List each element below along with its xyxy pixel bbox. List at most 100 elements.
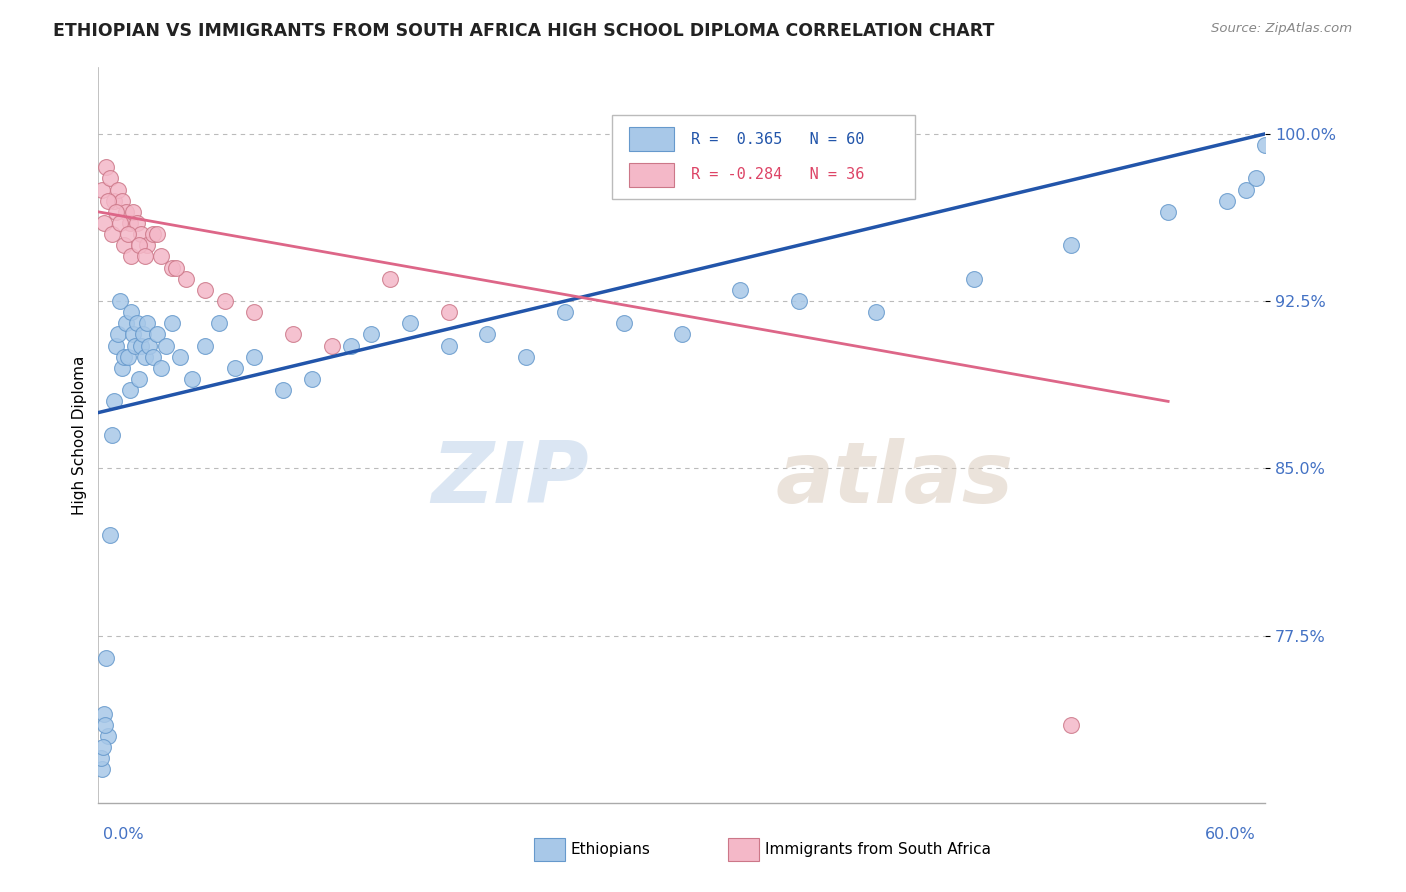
Point [127, 316, 149, 330]
Point [612, 316, 634, 330]
Point [91, 182, 114, 196]
Point [127, 216, 149, 230]
Text: 0.0%: 0.0% [103, 827, 143, 841]
Point [108, 216, 131, 230]
Point [103, 394, 125, 409]
Point [194, 338, 217, 352]
Y-axis label: High School Diploma: High School Diploma [72, 355, 87, 515]
Point [134, 249, 156, 263]
Text: ETHIOPIAN VS IMMIGRANTS FROM SOUTH AFRICA HIGH SCHOOL DIPLOMA CORRELATION CHART: ETHIOPIAN VS IMMIGRANTS FROM SOUTH AFRIC… [53, 22, 995, 40]
Point [111, 360, 134, 375]
Point [101, 227, 124, 241]
Point [96, 160, 118, 174]
Text: ZIP: ZIP [430, 437, 589, 521]
Point [124, 338, 146, 352]
Point [136, 238, 159, 252]
Point [214, 293, 236, 308]
Point [146, 327, 169, 342]
Point [118, 383, 141, 397]
Point [149, 360, 172, 375]
Point [107, 327, 129, 342]
Point [101, 427, 124, 442]
Point [103, 194, 125, 208]
Point [155, 338, 177, 352]
Point [93, 216, 115, 230]
Point [321, 338, 343, 352]
Point [162, 260, 184, 275]
Text: R =  0.365   N = 60: R = 0.365 N = 60 [692, 132, 865, 147]
Point [671, 327, 693, 342]
Point [118, 216, 141, 230]
Point [146, 227, 169, 241]
Point [117, 227, 139, 241]
Point [114, 204, 136, 219]
Point [1254, 137, 1277, 152]
Point [104, 204, 127, 219]
Point [437, 305, 460, 319]
Point [1060, 717, 1083, 731]
Bar [630, 163, 673, 186]
Point [477, 327, 499, 342]
Point [515, 350, 537, 364]
Point [98, 528, 121, 542]
Point [128, 372, 150, 386]
Point [121, 305, 143, 319]
Point [132, 327, 155, 342]
Point [360, 327, 382, 342]
Point [136, 316, 159, 330]
Point [398, 316, 420, 330]
Point [142, 227, 165, 241]
Point [165, 260, 187, 275]
Point [730, 283, 752, 297]
Point [169, 350, 191, 364]
Point [1215, 194, 1237, 208]
Text: Source: ZipAtlas.com: Source: ZipAtlas.com [1212, 22, 1353, 36]
Point [128, 238, 150, 252]
Point [98, 171, 121, 186]
Point [107, 182, 129, 196]
Text: Immigrants from South Africa: Immigrants from South Africa [765, 842, 991, 856]
Point [380, 271, 402, 285]
Point [91, 762, 114, 776]
FancyBboxPatch shape [612, 115, 915, 200]
Point [122, 204, 145, 219]
Point [437, 338, 460, 352]
Point [208, 316, 231, 330]
Point [129, 227, 152, 241]
Point [117, 350, 139, 364]
Point [94, 717, 117, 731]
Point [174, 271, 197, 285]
Point [865, 305, 887, 319]
Point [114, 316, 136, 330]
Point [129, 338, 152, 352]
Point [91, 739, 114, 754]
Point [97, 729, 120, 743]
Point [111, 194, 134, 208]
Text: Ethiopians: Ethiopians [571, 842, 651, 856]
Point [224, 360, 246, 375]
Point [149, 249, 172, 263]
Text: atlas: atlas [775, 437, 1014, 521]
Bar [630, 128, 673, 151]
Point [554, 305, 576, 319]
Point [97, 194, 120, 208]
Point [340, 338, 363, 352]
Point [90, 751, 112, 765]
Point [1244, 171, 1267, 186]
Point [96, 650, 118, 665]
Point [93, 706, 115, 721]
Point [962, 271, 984, 285]
Point [122, 327, 145, 342]
Point [787, 293, 810, 308]
Point [281, 327, 304, 342]
Point [1060, 238, 1083, 252]
Point [108, 293, 131, 308]
Point [104, 338, 127, 352]
Point [243, 305, 266, 319]
Point [121, 249, 143, 263]
Point [142, 350, 165, 364]
Point [112, 238, 135, 252]
Point [138, 338, 160, 352]
Point [134, 350, 156, 364]
Point [301, 372, 323, 386]
